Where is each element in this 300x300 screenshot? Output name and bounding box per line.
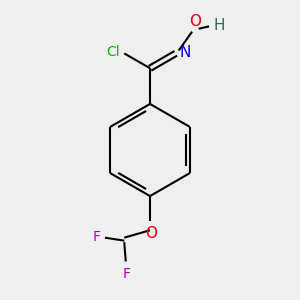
- Text: F: F: [92, 230, 101, 244]
- Text: O: O: [189, 14, 201, 29]
- Text: F: F: [122, 267, 130, 281]
- Text: N: N: [180, 45, 191, 60]
- Text: Cl: Cl: [106, 45, 120, 59]
- Text: H: H: [214, 18, 225, 33]
- Text: O: O: [146, 226, 158, 242]
